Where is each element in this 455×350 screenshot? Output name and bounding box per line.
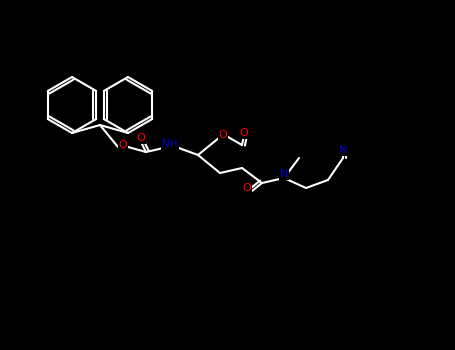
Text: O: O	[218, 130, 228, 140]
Text: NH: NH	[162, 139, 178, 149]
Text: O: O	[243, 183, 251, 193]
Text: N: N	[339, 145, 347, 155]
Text: N: N	[280, 169, 288, 179]
Text: O: O	[240, 128, 248, 138]
Text: O: O	[136, 133, 146, 143]
Text: O: O	[119, 140, 127, 150]
